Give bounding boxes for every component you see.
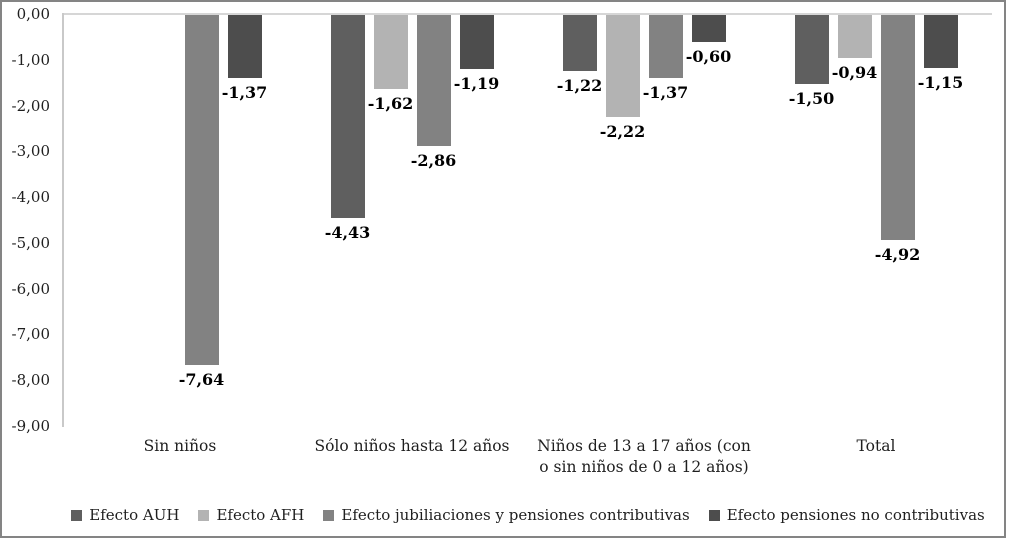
x-axis-category-label: Sólo niños hasta 12 años <box>314 437 510 455</box>
bar-slot <box>99 15 133 427</box>
y-axis-line <box>62 13 64 427</box>
legend-item: Efecto AUH <box>71 506 179 524</box>
bar <box>184 15 219 365</box>
legend-label: Efecto AFH <box>216 506 305 524</box>
y-axis-tick-label: -8,00 <box>11 371 50 390</box>
bar-value-label: -2,22 <box>599 122 646 141</box>
legend-swatch-icon <box>323 509 335 521</box>
bar <box>605 15 640 117</box>
bar-slot: -4,92 <box>875 15 920 427</box>
legend-label: Efecto pensiones no contributivas <box>726 506 985 524</box>
bar-slot: -1,37 <box>222 15 267 427</box>
y-axis-tick-label: -9,00 <box>11 417 50 435</box>
chart-frame: 0,00 -1,00 -2,00 -3,00 -4,00 -5,00 -6,00 -7,00-… <box>0 0 1006 538</box>
bar-value-label: -0,94 <box>831 63 878 82</box>
x-axis-category-label: Niños de 13 a 17 años (con o sin niños d… <box>537 437 751 476</box>
legend-swatch-icon <box>71 509 83 521</box>
chart-legend: Efecto AUH Efecto AFH Efecto jubiliaciones… <box>64 506 992 524</box>
bar-group: -1,50 -0,94 -4,92 -1,15 <box>760 15 992 427</box>
bar-slot: -0,60 <box>686 15 731 427</box>
bar <box>648 15 683 78</box>
bar-slot: -1,62 <box>368 15 413 427</box>
y-axis-tick-label: -5,00 <box>11 233 50 252</box>
bar-slot: -1,50 <box>789 15 834 427</box>
bar-value-label: -1,15 <box>917 73 964 92</box>
zero-gridline <box>64 13 992 15</box>
bar <box>837 15 872 58</box>
bar-group: -4,43 -1,62 -2,86 -1,19 <box>296 15 528 427</box>
bar-slot: -1,37 <box>643 15 688 427</box>
bar <box>459 15 494 69</box>
bar-group: -7,64 -1,37 <box>64 15 296 427</box>
bar-value-label: -1,62 <box>367 94 414 113</box>
y-axis-tick-label: -4,00 <box>11 188 50 207</box>
bar-value-label: -1,22 <box>556 76 603 95</box>
x-axis-category-label: Total <box>856 437 896 455</box>
bar <box>373 15 408 89</box>
bar <box>880 15 915 240</box>
bar <box>227 15 262 78</box>
y-axis-tick-label: -6,00 <box>11 279 50 298</box>
bar <box>691 15 726 42</box>
bar-slot: -7,64 <box>179 15 224 427</box>
bar-slot: -1,15 <box>918 15 963 427</box>
y-axis-tick-label: -2,00 <box>11 96 50 115</box>
bar-slot <box>142 15 176 427</box>
bar-slot: -2,22 <box>600 15 645 427</box>
x-axis-category-label: Sin niños <box>143 437 217 455</box>
x-axis-category-labels: Sin niños Sólo niños hasta 12 años Niños d… <box>64 436 992 478</box>
bar-slot: -1,22 <box>557 15 602 427</box>
y-axis-tick-label: -1,00 <box>11 50 50 69</box>
legend-item: Efecto pensiones no contributivas <box>708 506 985 524</box>
bar-value-label: -4,92 <box>874 245 921 264</box>
legend-label: Efecto AUH <box>89 506 180 524</box>
legend-swatch-icon <box>198 509 210 521</box>
bar-slot: -2,86 <box>411 15 456 427</box>
bar <box>562 15 597 71</box>
legend-item: Efecto jubiliaciones y pensiones contrib… <box>323 506 690 524</box>
bar-value-label: -4,43 <box>324 223 371 242</box>
bar-slot: -1,19 <box>454 15 499 427</box>
legend-swatch-icon <box>708 509 720 521</box>
bar <box>330 15 365 218</box>
bar-slot: -4,43 <box>325 15 370 427</box>
plot-area: -7,64 -1,37 -4,43 -1,62 -2,86 -1,19 -1,22 -2,22… <box>62 13 992 427</box>
bar <box>923 15 958 68</box>
bar-value-label: -1,37 <box>221 83 268 102</box>
legend-item: Efecto AFH <box>198 506 304 524</box>
bar-value-label: -1,19 <box>453 74 500 93</box>
bar-value-label: -2,86 <box>410 151 457 170</box>
bar-group: -1,22 -2,22 -1,37 -0,60 <box>528 15 760 427</box>
bar-value-label: -0,60 <box>685 47 732 66</box>
y-axis-tick-label: 0,00 <box>16 5 50 23</box>
bar <box>416 15 451 146</box>
bar-slot: -0,94 <box>832 15 877 427</box>
legend-label: Efecto jubiliaciones y pensiones contrib… <box>341 506 690 524</box>
bar-value-label: -7,64 <box>178 370 225 389</box>
bar-value-label: -1,50 <box>788 89 835 108</box>
y-axis-tick-label: -3,00 <box>11 142 50 161</box>
y-axis-tick-label: -7,00 <box>11 325 50 344</box>
bar-groups: -7,64 -1,37 -4,43 -1,62 -2,86 -1,19 -1,22 -2,22… <box>64 15 992 427</box>
bar <box>794 15 829 84</box>
bar-value-label: -1,37 <box>642 83 689 102</box>
